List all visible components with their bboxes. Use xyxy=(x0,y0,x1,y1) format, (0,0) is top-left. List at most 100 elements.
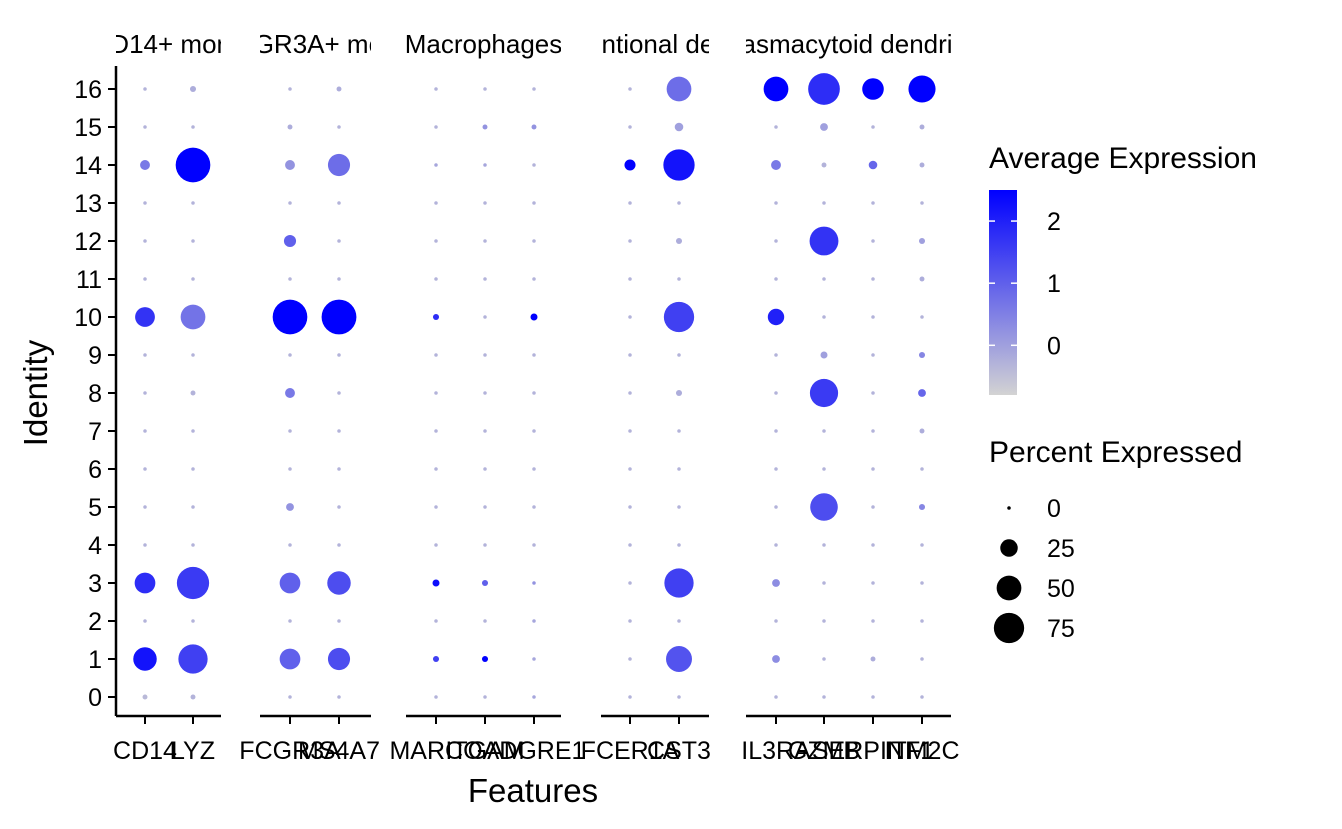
dot-marco-3 xyxy=(432,579,440,587)
dot-il3ra-2 xyxy=(774,619,778,623)
dot-lyz-15 xyxy=(191,125,195,129)
dot-cd14-2 xyxy=(143,619,147,623)
dot-itm2c-10 xyxy=(920,315,924,319)
dot-adgre1-6 xyxy=(532,467,536,471)
dot-fcgr3a-7 xyxy=(288,429,292,433)
group-label-macrophages: Macrophages xyxy=(405,29,563,59)
dot-ms4a7-12 xyxy=(337,239,341,243)
dot-lyz-16 xyxy=(189,85,197,93)
dot-marco-2 xyxy=(434,619,438,623)
dot-il3ra-7 xyxy=(774,429,778,433)
y-tick-label: 16 xyxy=(74,76,102,104)
size-legend-dot xyxy=(1007,506,1011,510)
x-tick-label-lyz: LYZ xyxy=(171,737,215,765)
dot-fcer1a-2 xyxy=(628,619,632,623)
dot-gzmb-5 xyxy=(810,493,838,521)
dot-cd14-14 xyxy=(140,160,150,170)
dot-fcgr3a-9 xyxy=(288,353,292,357)
dot-itgam-9 xyxy=(483,353,487,357)
y-tick-label: 15 xyxy=(74,114,102,142)
dot-il3ra-10 xyxy=(767,308,785,326)
dot-gzmb-16 xyxy=(808,73,840,105)
dot-cst3-12 xyxy=(675,237,683,245)
dot-fcer1a-13 xyxy=(628,201,632,205)
dot-il3ra-4 xyxy=(774,543,778,547)
dot-serpinf1-14 xyxy=(868,160,878,170)
dot-gzmb-14 xyxy=(821,162,827,168)
dot-serpinf1-5 xyxy=(871,505,875,509)
dot-cd14-3 xyxy=(134,572,156,594)
dot-ms4a7-5 xyxy=(337,505,341,509)
dot-marco-0 xyxy=(434,695,438,699)
dot-serpinf1-0 xyxy=(871,695,875,699)
dot-itm2c-13 xyxy=(920,201,924,205)
dot-fcgr3a-6 xyxy=(288,467,292,471)
dot-fcer1a-3 xyxy=(628,581,632,585)
dot-fcer1a-11 xyxy=(628,277,632,281)
dot-gzmb-4 xyxy=(822,543,826,547)
dot-ms4a7-2 xyxy=(337,619,341,623)
dot-gzmb-3 xyxy=(822,581,826,585)
dot-marco-1 xyxy=(432,655,440,663)
dot-serpinf1-10 xyxy=(871,315,875,319)
dot-serpinf1-11 xyxy=(871,277,875,281)
dot-lyz-10 xyxy=(180,304,206,330)
dot-lyz-3 xyxy=(176,566,210,600)
dot-serpinf1-12 xyxy=(871,239,875,243)
dot-fcgr3a-12 xyxy=(283,234,297,248)
dot-itgam-14 xyxy=(483,163,487,167)
group-label-cd14-mono: CD14+ mono xyxy=(92,29,246,59)
dot-itgam-13 xyxy=(483,201,487,205)
dot-ms4a7-13 xyxy=(337,201,341,205)
y-tick-label: 12 xyxy=(74,228,102,256)
dot-fcgr3a-16 xyxy=(288,87,292,91)
dot-adgre1-11 xyxy=(532,277,536,281)
x-tick-label-itgam: ITGAM xyxy=(445,737,524,765)
dot-ms4a7-3 xyxy=(327,571,351,595)
dot-il3ra-6 xyxy=(774,467,778,471)
dot-gzmb-7 xyxy=(822,429,826,433)
dot-cst3-2 xyxy=(677,619,681,623)
color-legend-title: Average Expression xyxy=(989,142,1257,175)
y-tick-label: 7 xyxy=(88,418,102,446)
dot-il3ra-16 xyxy=(763,76,789,102)
dot-serpinf1-4 xyxy=(871,543,875,547)
color-legend: Average Expression 0 1 2 xyxy=(989,142,1257,395)
dot-marco-7 xyxy=(434,429,438,433)
x-tick-label-itm2c: ITM2C xyxy=(885,737,960,765)
dot-itm2c-1 xyxy=(920,657,924,661)
y-tick-label: 3 xyxy=(88,570,102,598)
dot-marco-14 xyxy=(434,163,438,167)
x-tick-label-serpinf1: SERPINF1 xyxy=(812,737,934,765)
dot-cst3-16 xyxy=(666,76,692,102)
dot-fcer1a-8 xyxy=(628,391,632,395)
y-axis-title: Identity xyxy=(17,339,54,446)
dot-adgre1-10 xyxy=(530,313,538,321)
dot-fcer1a-9 xyxy=(628,353,632,357)
dot-cst3-4 xyxy=(677,543,681,547)
dot-marco-12 xyxy=(434,239,438,243)
dot-itgam-7 xyxy=(483,429,487,433)
dot-adgre1-16 xyxy=(532,87,536,91)
dot-cst3-7 xyxy=(677,429,681,433)
dot-cd14-12 xyxy=(143,239,147,243)
dot-marco-16 xyxy=(434,87,438,91)
x-tick-label-cst3: CST3 xyxy=(647,737,711,765)
dot-cst3-8 xyxy=(675,389,683,397)
dot-itgam-12 xyxy=(483,239,487,243)
dot-adgre1-9 xyxy=(532,353,536,357)
dot-marco-8 xyxy=(434,391,438,395)
dot-adgre1-2 xyxy=(532,619,536,623)
dot-fcer1a-15 xyxy=(628,125,632,129)
x-tick-label-adgre1: ADGRE1 xyxy=(483,737,586,765)
dot-cd14-13 xyxy=(143,201,147,205)
group-label-conventional-dendritic: Conventional dendritic xyxy=(526,29,783,59)
dot-lyz-13 xyxy=(191,201,195,205)
dot-ms4a7-16 xyxy=(336,86,342,92)
dot-fcer1a-10 xyxy=(628,315,632,319)
dot-marco-4 xyxy=(434,543,438,547)
dot-itgam-2 xyxy=(483,619,487,623)
dot-lyz-14 xyxy=(175,147,211,183)
dot-fcer1a-1 xyxy=(628,657,632,661)
